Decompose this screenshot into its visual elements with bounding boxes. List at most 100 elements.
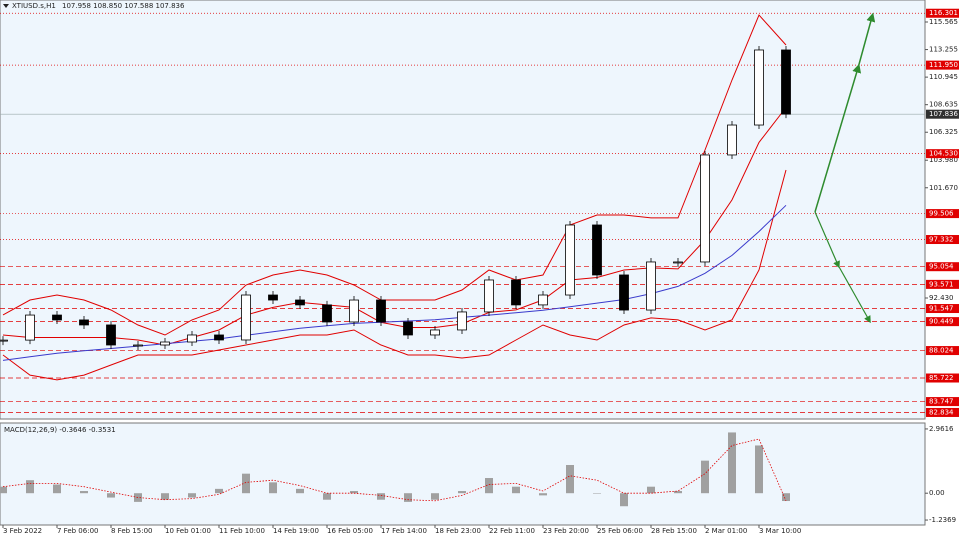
y-tick-label: 110.945 <box>929 73 958 81</box>
y-tick-label: 92.430 <box>929 294 954 302</box>
candle <box>79 319 89 326</box>
menu-icon[interactable] <box>3 4 9 8</box>
candle <box>133 344 143 347</box>
level-label: 97.332 <box>929 236 954 244</box>
candle <box>565 224 575 296</box>
arrow-up <box>814 63 862 213</box>
candle <box>673 261 683 264</box>
macd-bar <box>458 491 466 494</box>
candle <box>160 341 170 346</box>
macd-bar <box>80 491 88 494</box>
macd-bar <box>0 486 7 494</box>
y-tick-label: 0.00 <box>929 489 945 497</box>
x-tick-label: 7 Feb 06:00 <box>57 527 98 535</box>
indicator-line <box>2 14 787 336</box>
macd-bar <box>323 493 331 500</box>
level-label-box <box>926 279 959 289</box>
level-label-box <box>926 8 959 18</box>
plot-layer: 115.565 113.255 110.945 108.635 106.325 103.9… <box>0 8 959 535</box>
candle <box>403 321 413 336</box>
signal-line <box>2 438 787 502</box>
candle <box>754 49 764 126</box>
level-label-box <box>926 304 959 314</box>
candle <box>646 261 656 311</box>
macd-bar <box>350 491 358 494</box>
candle <box>430 329 440 336</box>
x-tick-label: 28 Feb 15:00 <box>651 527 697 535</box>
candle <box>322 304 332 323</box>
macd-panel <box>0 422 926 526</box>
macd-bar <box>539 493 547 496</box>
macd-bar <box>755 445 763 494</box>
candle <box>214 334 224 341</box>
y-tick-label: 108.635 <box>929 101 958 109</box>
level-label-box <box>926 397 959 407</box>
candle <box>241 294 251 341</box>
y-tick-label: 113.255 <box>929 46 958 54</box>
macd-bar <box>242 473 250 494</box>
candle <box>52 314 62 321</box>
current-price-label: 107.836 <box>929 110 958 118</box>
candle <box>295 299 305 306</box>
x-tick-label: 18 Feb 23:00 <box>435 527 481 535</box>
candle <box>376 299 386 323</box>
level-label-box <box>926 60 959 70</box>
macd-bar <box>512 486 520 494</box>
candle <box>700 154 710 263</box>
candle <box>538 294 548 306</box>
macd-bar <box>431 493 439 500</box>
macd-bar <box>566 464 574 494</box>
macd-bar <box>188 493 196 498</box>
macd-bar <box>728 432 736 494</box>
level-label-box <box>926 235 959 245</box>
arrow-down <box>814 211 840 269</box>
candle <box>484 279 494 313</box>
macd-bar <box>404 493 412 502</box>
level-label: 93.571 <box>929 280 954 288</box>
arrow-down <box>837 264 871 324</box>
y-tick-label: 101.670 <box>929 184 958 192</box>
x-tick-label: 3 Feb 2022 <box>3 527 42 535</box>
candle <box>25 314 35 341</box>
level-label-box <box>926 346 959 356</box>
macd-bar <box>269 482 277 494</box>
x-tick-label: 17 Feb 14:00 <box>381 527 427 535</box>
macd-title: MACD(12,26,9) -0.3646 -0.3531 <box>4 426 116 434</box>
x-tick-label: 22 Feb 11:00 <box>489 527 535 535</box>
main-panel <box>0 0 926 420</box>
level-label: 104.530 <box>929 150 958 158</box>
level-label: 116.301 <box>929 9 958 17</box>
level-label: 90.449 <box>929 318 954 326</box>
macd-bar <box>701 460 709 494</box>
x-tick-label: 8 Feb 15:00 <box>111 527 152 535</box>
candle <box>727 124 737 156</box>
macd-bar <box>674 491 682 494</box>
candle <box>511 279 521 306</box>
macd-bar <box>161 493 169 500</box>
x-tick-label: 16 Feb 05:00 <box>327 527 373 535</box>
macd-bar <box>782 493 790 502</box>
candle <box>592 224 602 276</box>
macd-bar <box>53 484 61 494</box>
candle <box>106 324 116 346</box>
level-label: 91.547 <box>929 305 954 313</box>
y-tick-label: 2.9616 <box>929 425 954 433</box>
indicator-line <box>2 169 787 381</box>
level-label-box <box>926 149 959 159</box>
y-tick-label: 106.325 <box>929 128 958 136</box>
macd-bar <box>107 493 115 498</box>
x-tick-label: 10 Feb 01:00 <box>165 527 211 535</box>
x-tick-label: 3 Mar 10:00 <box>759 527 801 535</box>
level-label-box <box>926 373 959 383</box>
ohlc-text: 107.958 108.850 107.588 107.836 <box>62 2 185 10</box>
macd-bar <box>215 488 223 494</box>
x-tick-label: 2 Mar 01:00 <box>705 527 747 535</box>
candle <box>349 299 359 323</box>
candle <box>781 49 791 115</box>
y-tick-label: 103.980 <box>929 156 958 164</box>
level-label: 85.722 <box>929 374 954 382</box>
macd-bar <box>620 493 628 507</box>
x-tick-label: 25 Feb 06:00 <box>597 527 643 535</box>
level-label: 83.747 <box>929 398 954 406</box>
